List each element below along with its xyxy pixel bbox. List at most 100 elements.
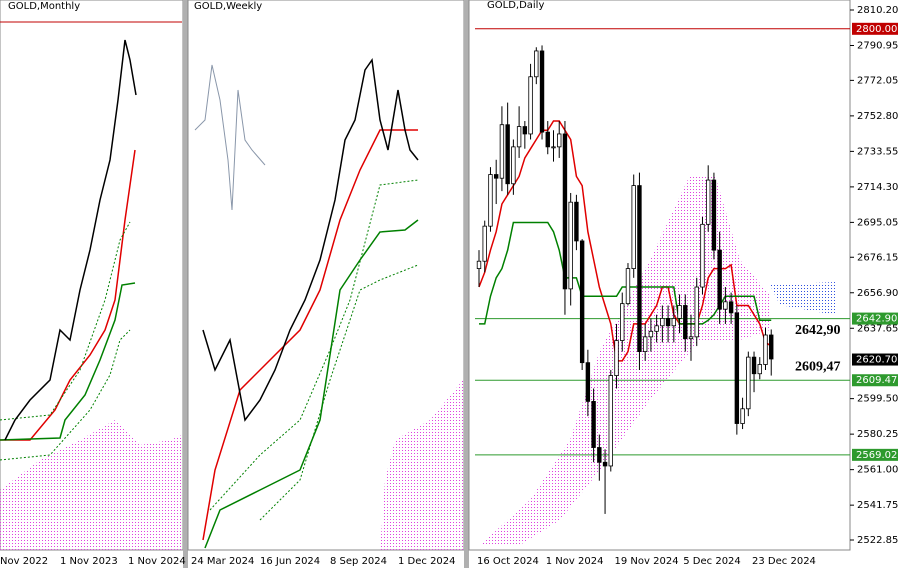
x-tick-label: 1 Nov 2024 <box>546 556 604 567</box>
candle-body <box>671 317 677 327</box>
candle-body <box>585 362 591 402</box>
panel-title: GOLD,Weekly <box>194 1 262 12</box>
price-tag <box>852 312 898 325</box>
x-tick-label: 16 Jun 2024 <box>260 556 320 567</box>
candle-body <box>694 286 699 338</box>
candle-body <box>614 340 619 376</box>
candle-body <box>597 447 602 463</box>
panel-frame <box>468 0 851 551</box>
candle-body <box>562 133 568 290</box>
candle-body <box>534 50 539 78</box>
candle-body <box>602 461 608 467</box>
price-tag-label: 2800.00 <box>856 24 897 35</box>
candle-body <box>539 50 545 133</box>
y-tick-label: 2522.85 <box>857 535 898 546</box>
candle-body <box>505 124 510 185</box>
candle-body <box>493 174 499 179</box>
candle-body <box>568 201 573 290</box>
price-tag <box>852 22 898 35</box>
y-tick-label: 2695.05 <box>857 217 898 228</box>
y-tick-label: 2752.80 <box>857 111 898 122</box>
candle-body <box>728 301 734 314</box>
candle-body <box>637 185 642 352</box>
candle-body <box>522 126 528 135</box>
y-tick-label: 2656.90 <box>857 288 898 299</box>
price-tag <box>852 448 898 461</box>
candle-body <box>740 408 745 424</box>
y-tick-label: 2733.55 <box>857 146 898 157</box>
candle-body <box>706 179 711 225</box>
daily-cloud <box>480 175 835 545</box>
panel-title: GOLD,Monthly <box>8 1 80 12</box>
candle-body <box>574 201 579 242</box>
candle-body <box>648 330 654 338</box>
x-tick-label: Nov 2022 <box>0 556 48 567</box>
separator <box>464 0 469 568</box>
candle-body <box>751 356 757 375</box>
price-tag <box>852 374 898 387</box>
y-tick-label: 2790.95 <box>857 41 898 52</box>
candle-body <box>482 225 487 262</box>
candle-body <box>769 334 774 360</box>
x-tick-label: 19 Nov 2024 <box>615 556 679 567</box>
candle-body <box>746 356 751 410</box>
candle-body <box>545 131 550 148</box>
annotation: 2642,90 <box>795 323 841 338</box>
x-tick-label: 1 Nov 2023 <box>60 556 118 567</box>
candle-body <box>608 375 613 467</box>
candle-body <box>723 301 728 310</box>
separator <box>183 0 188 568</box>
price-tag-label: 2569.02 <box>856 450 897 461</box>
y-tick-label: 2599.50 <box>857 394 898 405</box>
y-tick-label: 2810.20 <box>857 5 898 16</box>
candle-body <box>717 249 722 310</box>
weekly-drawing <box>194 57 463 550</box>
candle-body <box>677 305 682 319</box>
candle-body <box>551 146 556 149</box>
indicator-line <box>479 221 772 325</box>
x-tick-label: 24 Mar 2024 <box>191 556 254 567</box>
panel-title: GOLD,Daily <box>487 0 544 11</box>
indicator-line <box>478 120 772 362</box>
x-tick-label: 16 Oct 2024 <box>477 556 539 567</box>
x-tick-label: 1 Dec 2024 <box>398 556 456 567</box>
candle-body <box>516 126 522 148</box>
candle-body <box>488 174 493 227</box>
y-tick-label: 2580.25 <box>857 429 898 440</box>
candle-body <box>757 364 762 375</box>
candle-body <box>528 76 533 135</box>
x-tick-label: 8 Sep 2024 <box>330 556 387 567</box>
price-tag <box>852 353 898 366</box>
candle-body <box>499 124 505 179</box>
candle-body <box>660 317 665 327</box>
candle-body <box>654 325 659 332</box>
price-tag-label: 2609.47 <box>856 375 897 386</box>
candle-body <box>700 223 705 288</box>
candle-body <box>591 400 596 448</box>
y-tick-label: 2637.65 <box>857 323 898 334</box>
candle-body <box>711 179 717 251</box>
candle-body <box>620 303 625 341</box>
candle-body <box>683 305 688 340</box>
candle-body <box>665 317 671 327</box>
candle-body <box>579 240 585 364</box>
candle-body <box>688 336 694 340</box>
y-tick-label: 2772.05 <box>857 75 898 86</box>
x-tick-label: 5 Dec 2024 <box>683 556 741 567</box>
candle-body <box>734 312 740 424</box>
candle-body <box>625 268 631 305</box>
y-tick-label: 2541.75 <box>857 500 898 511</box>
x-tick-label: 1 Nov 2024 <box>128 556 186 567</box>
price-tag-label: 2620.70 <box>856 355 897 366</box>
price-tag-label: 2642.90 <box>856 314 897 325</box>
y-tick-label: 2561.00 <box>857 465 898 476</box>
candle-body <box>631 185 636 269</box>
candle-body <box>763 334 768 365</box>
candle-body <box>642 336 648 352</box>
x-tick-label: 23 Dec 2024 <box>752 556 816 567</box>
candle-body <box>476 260 482 269</box>
monthly-drawing <box>0 21 182 550</box>
candle-body <box>511 146 516 185</box>
